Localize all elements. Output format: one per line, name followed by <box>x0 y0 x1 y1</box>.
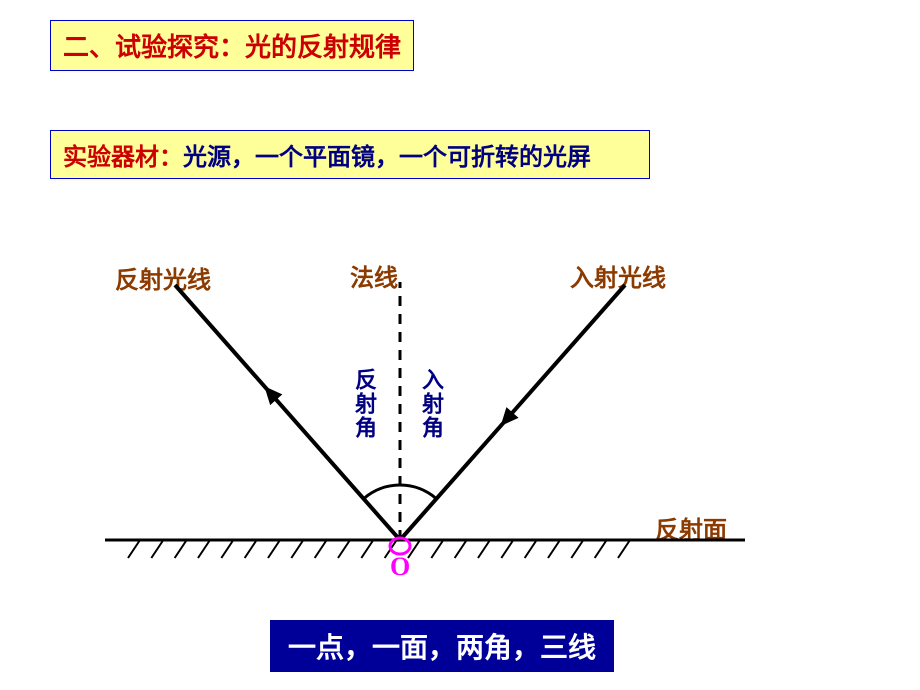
reflection-diagram <box>0 0 920 690</box>
